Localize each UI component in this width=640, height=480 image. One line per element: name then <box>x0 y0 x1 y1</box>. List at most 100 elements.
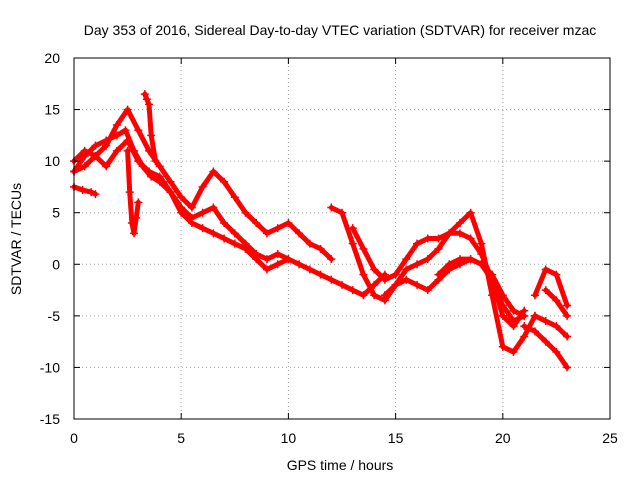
data-point-marker <box>445 229 454 238</box>
data-point-marker <box>166 188 175 197</box>
data-point-marker <box>552 347 561 356</box>
data-point-marker <box>112 121 121 130</box>
data-point-marker <box>198 182 207 191</box>
data-point-marker <box>477 260 486 269</box>
data-point-marker <box>477 249 486 258</box>
data-point-marker <box>91 141 100 150</box>
data-point-marker <box>142 95 151 104</box>
data-point-marker <box>209 203 218 212</box>
data-point-marker <box>348 239 357 248</box>
data-point-marker <box>359 270 368 279</box>
data-point-marker <box>132 213 141 222</box>
data-point-marker <box>434 270 443 279</box>
data-point-marker <box>423 286 432 295</box>
data-point-marker <box>209 167 218 176</box>
data-point-marker <box>520 311 529 320</box>
data-point-marker <box>134 126 143 135</box>
data-point-marker <box>252 219 261 228</box>
x-tick-label: 5 <box>177 430 185 446</box>
data-point-marker <box>91 151 100 160</box>
data-point-marker <box>295 260 304 269</box>
chart-title: Day 353 of 2016, Sidereal Day-to-day VTE… <box>84 22 597 38</box>
data-point-marker <box>498 301 507 310</box>
data-point-marker <box>241 244 250 253</box>
data-point-marker <box>338 208 346 217</box>
data-point-marker <box>466 234 475 243</box>
data-point-marker <box>563 363 572 372</box>
data-point-marker <box>402 275 411 284</box>
data-point-marker <box>112 146 121 155</box>
markers-track-2 <box>70 105 336 264</box>
x-tick-label: 10 <box>281 430 297 446</box>
y-tick-label: -15 <box>40 411 60 427</box>
data-layer <box>70 90 572 372</box>
markers-track-6 <box>140 90 160 166</box>
data-point-marker <box>155 162 164 171</box>
data-point-marker <box>102 162 111 171</box>
data-point-marker <box>498 311 507 320</box>
data-point-marker <box>327 275 336 284</box>
markers-track-8 <box>348 224 529 331</box>
data-point-marker <box>380 275 389 284</box>
data-point-marker <box>327 203 336 212</box>
data-point-marker <box>87 188 96 197</box>
data-point-marker <box>134 157 143 166</box>
data-point-marker <box>284 255 293 264</box>
data-point-marker <box>198 224 207 233</box>
data-point-marker <box>166 177 175 186</box>
series-track-4 <box>71 184 98 197</box>
data-point-marker <box>413 239 422 248</box>
data-point-marker <box>121 126 130 135</box>
data-point-marker <box>348 224 357 233</box>
data-point-marker <box>530 291 539 300</box>
data-point-marker <box>530 327 539 336</box>
data-point-marker <box>391 270 400 279</box>
data-point-marker <box>80 146 89 155</box>
data-point-marker <box>305 239 314 248</box>
data-point-marker <box>498 342 507 351</box>
data-point-marker <box>127 219 136 228</box>
data-point-marker <box>563 301 572 310</box>
data-point-marker <box>230 193 239 202</box>
axes: 0 5 10 15 20 25 -15 -10 -5 0 5 10 15 20 <box>40 50 618 446</box>
data-point-marker <box>123 105 132 114</box>
data-point-marker <box>391 280 400 289</box>
data-point-marker <box>78 186 87 195</box>
data-point-marker <box>187 219 196 228</box>
x-tick-label: 15 <box>388 430 404 446</box>
x-tick-label: 25 <box>602 430 618 446</box>
y-tick-label: 15 <box>44 102 60 118</box>
data-point-marker <box>455 219 464 228</box>
data-point-marker <box>466 208 475 217</box>
data-point-marker <box>327 255 336 264</box>
data-point-marker <box>140 90 149 99</box>
data-point-marker <box>187 203 196 212</box>
data-point-marker <box>80 162 89 171</box>
data-point-marker <box>262 255 271 264</box>
data-point-marker <box>273 249 282 258</box>
data-point-marker <box>423 255 432 264</box>
y-tick-label: -5 <box>48 308 61 324</box>
data-point-marker <box>488 270 497 279</box>
data-point-marker <box>316 270 325 279</box>
markers-track-7 <box>327 203 539 356</box>
x-tick-label: 20 <box>495 430 511 446</box>
data-point-marker <box>230 239 239 248</box>
series-track-7 <box>328 205 538 355</box>
data-point-marker <box>145 100 154 109</box>
y-tick-label: 20 <box>44 50 60 66</box>
data-point-marker <box>541 265 550 274</box>
data-point-marker <box>209 229 218 238</box>
y-axis-label: SDTVAR / TECUs <box>8 183 24 295</box>
data-point-marker <box>520 332 529 341</box>
data-point-marker <box>509 317 518 326</box>
data-point-marker <box>295 229 304 238</box>
data-point-marker <box>284 219 293 228</box>
data-point-marker <box>434 234 443 243</box>
data-point-marker <box>413 260 422 269</box>
data-point-marker <box>552 296 561 305</box>
data-point-marker <box>123 146 132 155</box>
data-point-marker <box>359 244 368 253</box>
data-point-marker <box>477 239 486 248</box>
